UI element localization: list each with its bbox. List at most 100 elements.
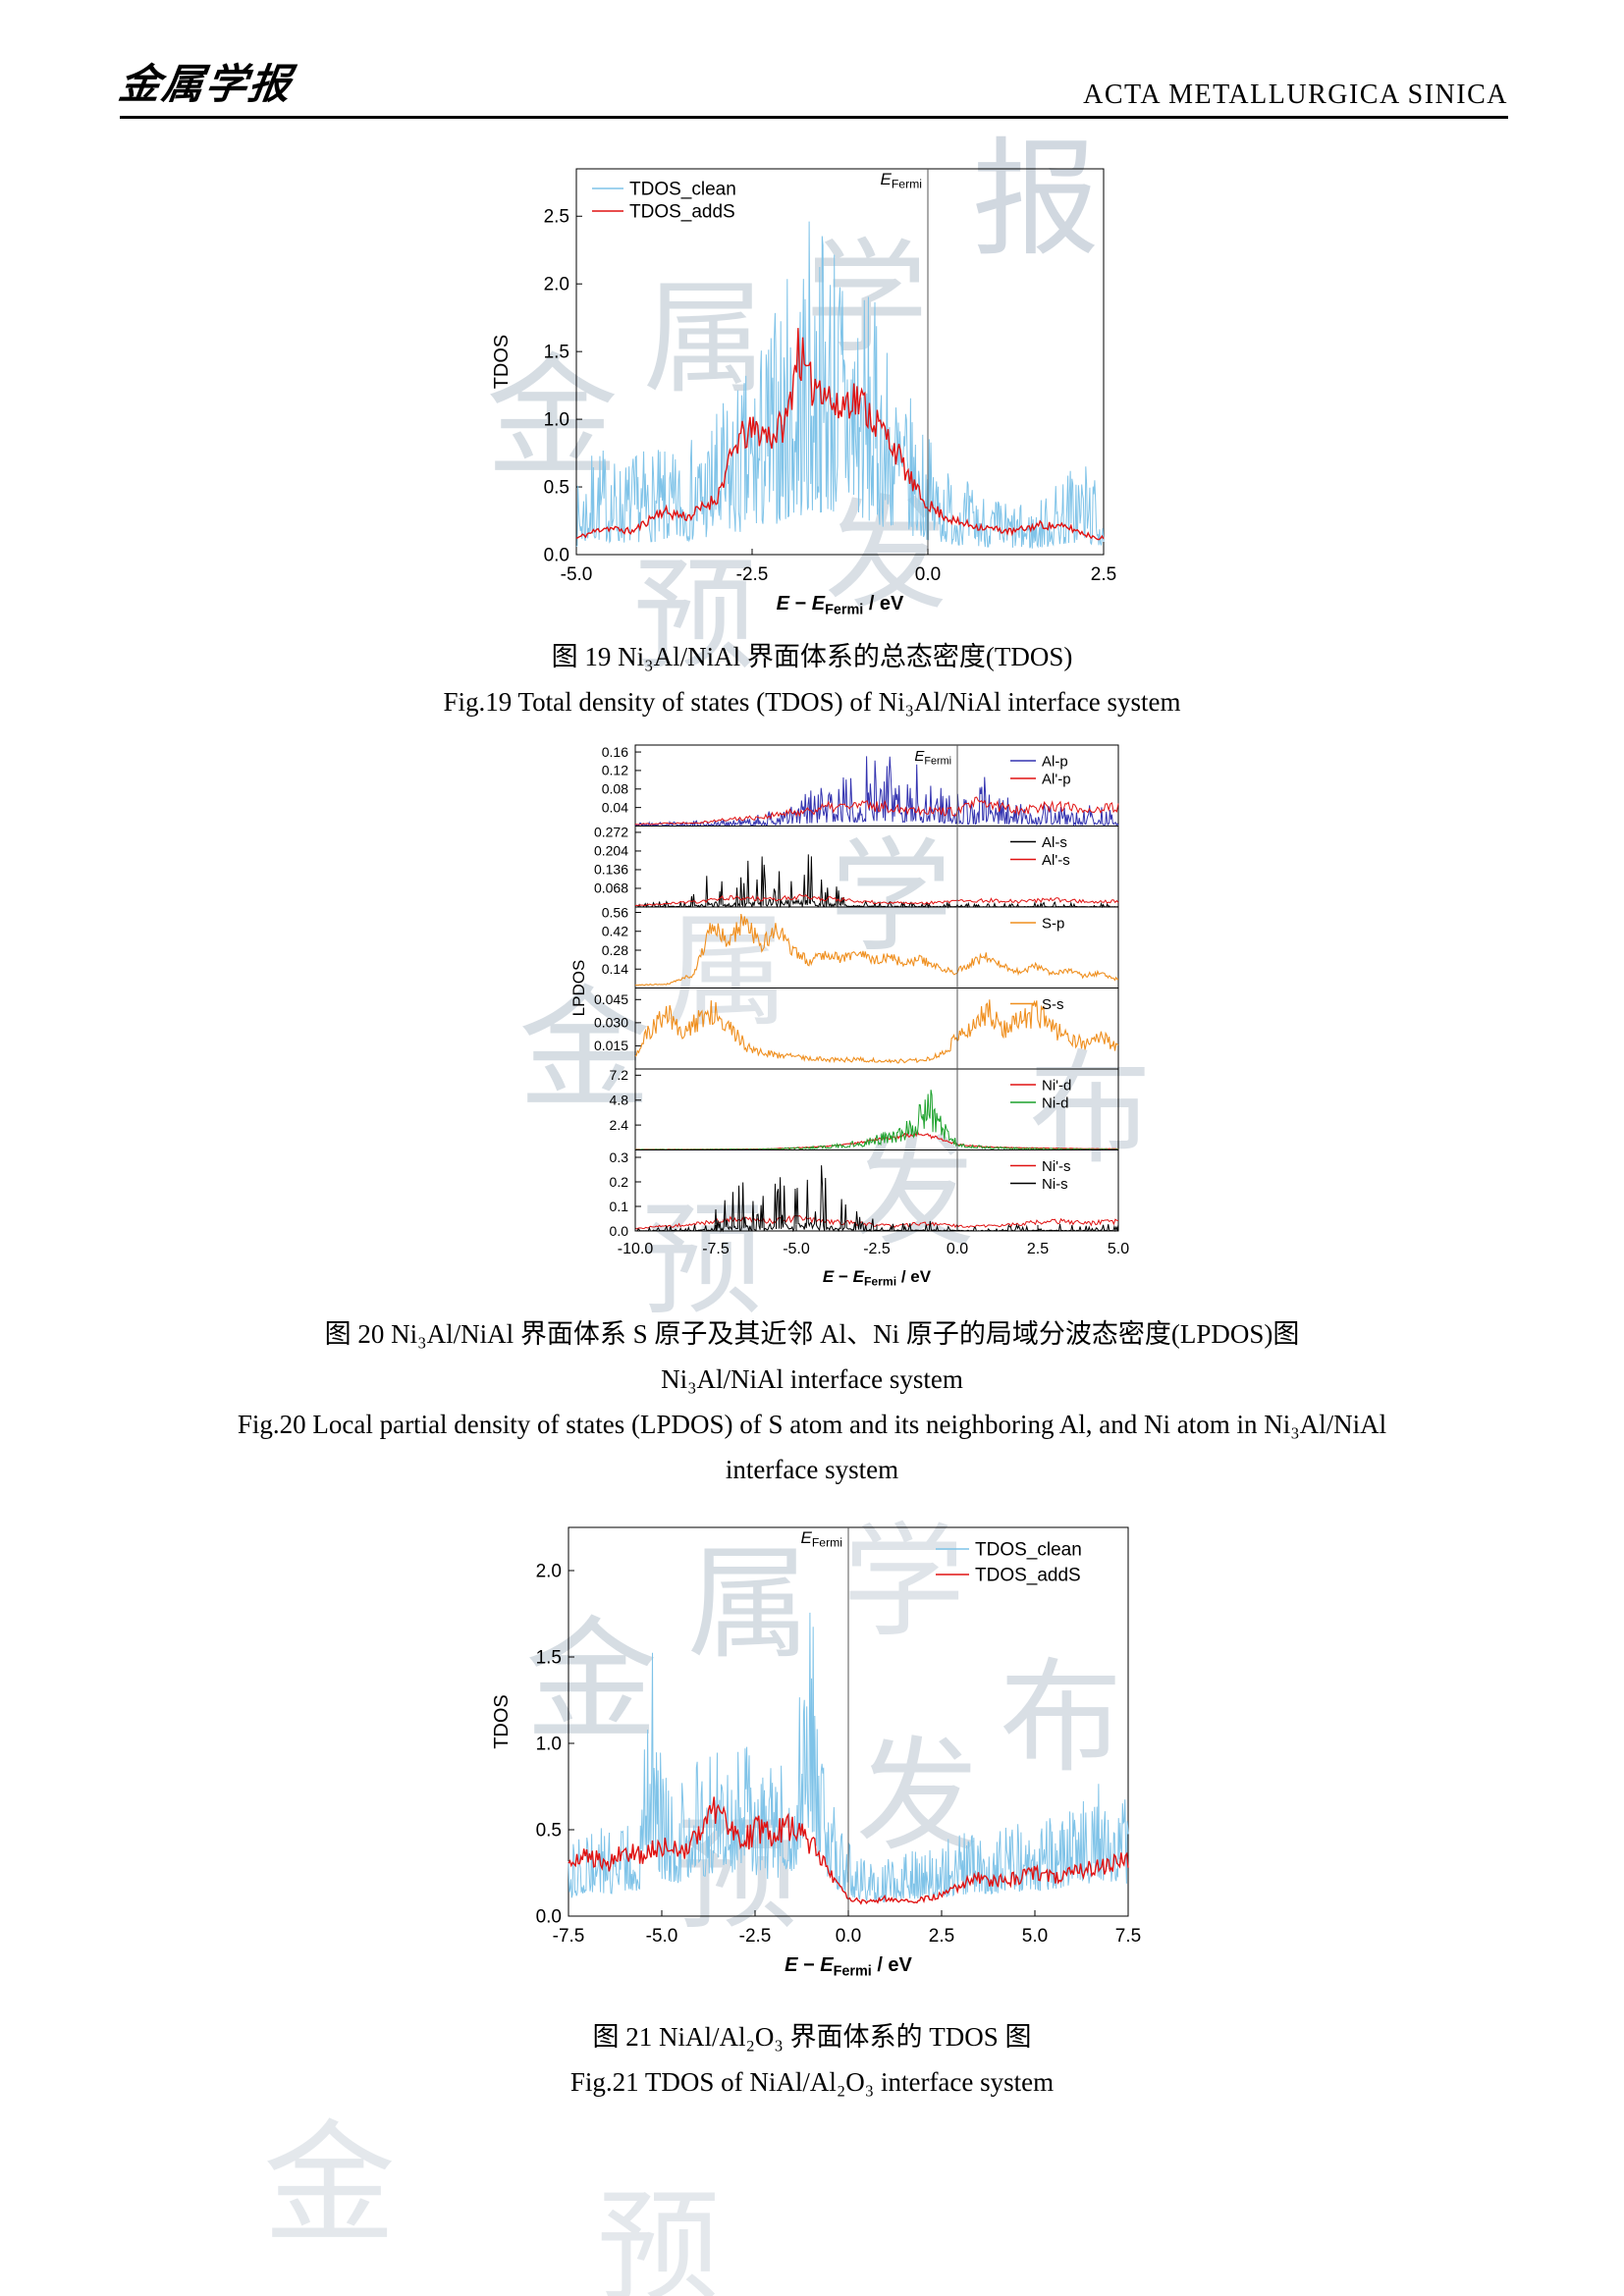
legend-label: TDOS_addS [975, 1566, 1081, 1586]
y-tick-label: 2.4 [610, 1117, 629, 1133]
legend-label: Al-s [1042, 834, 1067, 851]
series-S-s [634, 999, 1119, 1064]
series-Al'-p [634, 796, 1119, 826]
y-tick-label: 0.3 [610, 1149, 629, 1165]
fig21-caption: 图 21 NiAl/Al₂O₃ 界面体系的 TDOS 图 Fig.21 TDOS… [0, 2014, 1624, 2105]
figure-21: 0.0 0.5 1.0 1.5 2.0 EFermi​ -7.5 -5.0 -2.5 0.0 2.5… [0, 1512, 1624, 2105]
header-rule [120, 116, 1508, 119]
x-tick-label: -2.5 [863, 1241, 891, 1257]
y-tick-label: 0.0 [536, 1906, 562, 1927]
journal-logo: 金属学报 [116, 60, 297, 108]
legend-label: S-p [1042, 915, 1064, 932]
y-axis-label: TDOS [491, 335, 513, 390]
series-TDOS_clean [575, 221, 1105, 549]
y-tick-label: 0.56 [602, 904, 628, 920]
x-tick-label: -5.0 [561, 564, 593, 585]
x-tick-label: -10.0 [618, 1241, 654, 1257]
fig19-caption-cn: 图 19 Ni₃Al/NiAl 界面体系的总态密度(TDOS) [551, 642, 1073, 671]
y-tick-label: 0.272 [594, 825, 628, 840]
y-tick-label: 2.0 [544, 275, 569, 295]
x-tick-label: -2.5 [736, 564, 769, 585]
y-tick-label: 0.12 [602, 763, 628, 778]
x-tick-label: 2.5 [1091, 564, 1116, 585]
legend-label: TDOS_clean [975, 1540, 1082, 1561]
y-tick-label: 0.136 [594, 862, 628, 878]
legend-label: S-s [1042, 996, 1064, 1013]
x-axis-label: E − EFermi​ / eV [785, 1954, 912, 1979]
fig20-caption-en2: interface system [725, 1455, 899, 1484]
fig20-lpdos-chart: 0.04 0.08 0.12 0.16 Al-pAl'-p 0.068 0.136 0.204… [569, 744, 1129, 1289]
x-tick-label: 0.0 [836, 1926, 861, 1947]
y-tick-label: 0.2 [610, 1174, 629, 1190]
y-tick-label: 2.5 [544, 207, 569, 228]
x-tick-label: 5.0 [1108, 1241, 1129, 1257]
plot-frame [575, 168, 1105, 556]
fermi-label: EFermi​ [801, 1528, 843, 1550]
x-tick-label: -7.5 [553, 1926, 585, 1947]
y-tick-label: 0.28 [602, 942, 628, 958]
legend-label: Ni-s [1042, 1176, 1068, 1193]
y-tick-label: 1.5 [536, 1647, 562, 1668]
y-tick-label: 0.5 [544, 478, 569, 499]
watermark-char: 金 [263, 2108, 396, 2262]
series-Ni'-d [634, 1129, 1119, 1150]
figure-19: 0.0 0.5 1.0 1.5 2.0 2.5 EFermi​ -5.0 -2.5 0.0 2.5 E… [0, 147, 1624, 724]
y-tick-label: 0.204 [594, 843, 628, 859]
fermi-label: EFermi​ [914, 748, 951, 767]
series-S-p [634, 913, 1119, 987]
y-tick-label: 0.42 [602, 924, 628, 939]
y-axis-label: TDOS [491, 1694, 513, 1749]
fig19-caption-en: Fig.19 Total density of states (TDOS) of… [443, 687, 1181, 717]
x-tick-label: 2.5 [929, 1926, 954, 1947]
y-tick-label: 0.0 [544, 545, 569, 565]
legend-label: Al'-p [1042, 771, 1071, 787]
fig20-caption-cn: 图 20 Ni₃Al/NiAl 界面体系 S 原子及其近邻 Al、Ni 原子的局… [324, 1319, 1300, 1349]
y-tick-label: 7.2 [610, 1067, 629, 1083]
legend-label: Ni'-d [1042, 1077, 1071, 1094]
fig21-tdos-chart: 0.0 0.5 1.0 1.5 2.0 EFermi​ -7.5 -5.0 -2.5 0.0 2.5… [491, 1526, 1141, 1979]
fig19-caption: 图 19 Ni₃Al/NiAl 界面体系的总态密度(TDOS) Fig.19 T… [0, 634, 1624, 724]
x-tick-label: 7.5 [1115, 1926, 1141, 1947]
legend-label: TDOS_clean [629, 180, 736, 200]
fig20-caption-en: Fig.20 Local partial density of states (… [237, 1410, 1387, 1439]
y-tick-label: 2.0 [536, 1561, 562, 1581]
page-header: 金属学报 ACTA METALLURGICA SINICA [116, 51, 1508, 111]
x-tick-label: -5.0 [783, 1241, 810, 1257]
legend-label: Ni'-s [1042, 1158, 1071, 1175]
y-tick-label: 0.015 [594, 1038, 628, 1053]
fermi-label: EFermi​ [881, 170, 923, 191]
x-axis-label: E − EFermi​ / eV [777, 593, 904, 617]
series-Ni-d [634, 1090, 1119, 1150]
fig20-caption-cn2: Ni₃Al/NiAl interface system [661, 1364, 963, 1394]
x-tick-label: 0.0 [947, 1241, 968, 1257]
y-tick-label: 1.0 [536, 1734, 562, 1754]
x-tick-label: 5.0 [1022, 1926, 1048, 1947]
y-tick-label: 0.14 [602, 961, 628, 977]
x-axis-label: E − EFermi​ / eV [823, 1267, 932, 1289]
legend-label: TDOS_addS [629, 202, 735, 223]
y-tick-label: 0.16 [602, 744, 628, 760]
y-tick-label: 0.045 [594, 991, 628, 1007]
x-tick-label: -5.0 [646, 1926, 678, 1947]
y-tick-label: 1.0 [544, 410, 569, 431]
fig21-caption-en: Fig.21 TDOS of NiAl/Al₂O₃ interface syst… [569, 2067, 1055, 2097]
fig21-caption-cn: 图 21 NiAl/Al₂O₃ 界面体系的 TDOS 图 [592, 2022, 1032, 2052]
y-axis-label: LPDOS [569, 960, 588, 1017]
y-tick-label: 1.5 [544, 343, 569, 363]
y-tick-label: 0.5 [536, 1820, 562, 1841]
y-tick-label: 0.068 [594, 881, 628, 896]
fig19-tdos-chart: 0.0 0.5 1.0 1.5 2.0 2.5 EFermi​ -5.0 -2.5 0.0 2.5 E… [491, 168, 1116, 617]
legend-label: Ni-d [1042, 1095, 1069, 1111]
fig20-caption: 图 20 Ni₃Al/NiAl 界面体系 S 原子及其近邻 Al、Ni 原子的局… [0, 1311, 1624, 1492]
y-tick-label: 0.1 [610, 1199, 629, 1214]
series-Al'-s [634, 893, 1119, 907]
x-tick-label: 2.5 [1027, 1241, 1049, 1257]
series-Al-p [634, 756, 1119, 828]
legend-label: Al-p [1042, 753, 1068, 770]
watermark-char: 预 [597, 2177, 720, 2296]
journal-name: ACTA METALLURGICA SINICA [1083, 80, 1508, 110]
y-tick-label: 0.030 [594, 1015, 628, 1031]
x-tick-label: 0.0 [915, 564, 941, 585]
figure-20: 0.04 0.08 0.12 0.16 Al-p Al'-p 0.068 0.136 0.204… [0, 731, 1624, 1492]
y-tick-label: 4.8 [610, 1092, 629, 1107]
